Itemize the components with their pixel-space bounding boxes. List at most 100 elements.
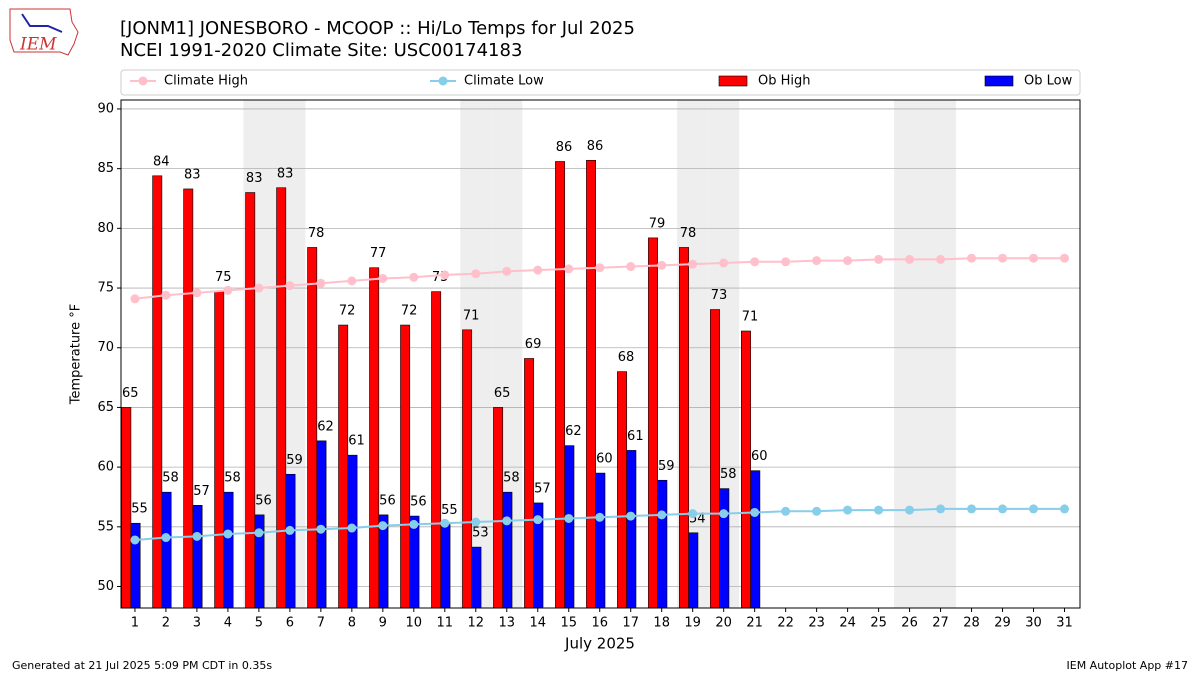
line-marker [564,513,574,523]
line-marker [1060,253,1070,263]
bar [657,479,668,609]
bar-value-label: 58 [162,471,179,486]
plot-frame [120,99,1081,609]
y-tick-label: 60 [97,460,114,475]
line-marker [657,260,667,270]
line-marker [223,529,233,539]
x-tick-label: 19 [684,616,701,631]
line-marker [440,518,450,528]
x-tick-label: 31 [1056,616,1073,631]
x-tick-label: 20 [715,616,732,631]
line-marker [874,505,884,515]
bar [400,324,411,609]
x-tick-label: 14 [529,616,546,631]
bar [750,470,761,609]
logo-outline [9,8,79,56]
line-marker [1029,253,1039,263]
bar-value-label: 62 [317,419,334,434]
line-marker [936,504,946,514]
line-marker [192,288,202,298]
x-tick-label: 24 [839,616,856,631]
bar [679,247,689,609]
x-tick-label: 5 [255,616,263,631]
line-marker [688,259,698,269]
bar [617,371,627,609]
x-axis-label: July 2025 [564,635,635,653]
line-marker [781,257,791,267]
bar-value-label: 53 [472,526,489,541]
weekend-band [894,100,926,608]
bar [214,291,225,609]
line-marker [719,509,729,519]
line-marker [285,525,295,535]
line-marker [130,294,140,304]
line-marker [936,254,946,264]
bar-value-label: 72 [401,304,418,319]
line-marker [564,264,574,274]
chart-subtitle: NCEI 1991-2020 Climate Site: USC00174183 [120,40,522,61]
bar [440,524,451,609]
line-marker [905,254,915,264]
x-tick-label: 27 [932,616,949,631]
x-tick-label: 3 [193,616,201,631]
x-tick-label: 6 [286,616,294,631]
line-marker [316,524,326,534]
bar-value-label: 72 [339,304,356,319]
legend-box [120,69,1081,96]
legend-marker [138,76,148,86]
bar-value-label: 57 [193,484,210,499]
line-marker [750,507,760,517]
x-tick-label: 2 [162,616,170,631]
y-tick-label: 55 [97,519,114,534]
legend-label: Climate Low [464,74,544,89]
x-tick-label: 8 [348,616,356,631]
bar [626,450,637,609]
bar-value-label: 58 [503,471,520,486]
x-tick-label: 10 [406,616,423,631]
bar-value-label: 71 [463,308,480,323]
bar-value-label: 78 [308,226,325,241]
bar [121,407,132,609]
line-marker [874,254,884,264]
bar [316,440,327,609]
line-marker [378,521,388,531]
legend-marker [438,76,448,86]
bar-value-label: 56 [255,493,272,508]
line-marker [378,273,388,283]
bar-value-label: 83 [246,171,263,186]
bar [307,247,318,609]
x-tick-label: 23 [808,616,825,631]
x-tick-label: 16 [591,616,608,631]
legend-label: Climate High [164,74,248,89]
y-tick-label: 90 [97,101,114,116]
bar-value-label: 62 [565,424,582,439]
line-marker [998,504,1008,514]
line-marker [254,283,264,293]
line-marker [657,510,667,520]
line-marker [1060,504,1070,514]
x-tick-label: 1 [131,616,139,631]
x-tick-label: 25 [870,616,887,631]
bar [471,546,482,609]
line-marker [843,256,853,266]
bar [161,491,172,609]
line-marker [998,253,1008,263]
line-marker [161,533,171,543]
bar [409,515,420,609]
x-tick-label: 30 [1025,616,1042,631]
x-tick-label: 7 [317,616,325,631]
line-marker [781,506,791,516]
footer-right: IEM Autoplot App #17 [1067,659,1189,672]
y-tick-label: 50 [97,579,114,594]
bar-value-label: 71 [742,310,759,325]
line-marker [192,531,202,541]
y-tick-label: 85 [97,161,114,176]
x-tick-label: 17 [622,616,639,631]
bar [741,330,751,609]
bar-value-label: 56 [410,495,427,510]
x-tick-label: 28 [963,616,980,631]
footer-left: Generated at 21 Jul 2025 5:09 PM CDT in … [12,659,272,672]
line-marker [316,278,326,288]
line-marker [967,504,977,514]
bar-value-label: 84 [153,154,170,169]
